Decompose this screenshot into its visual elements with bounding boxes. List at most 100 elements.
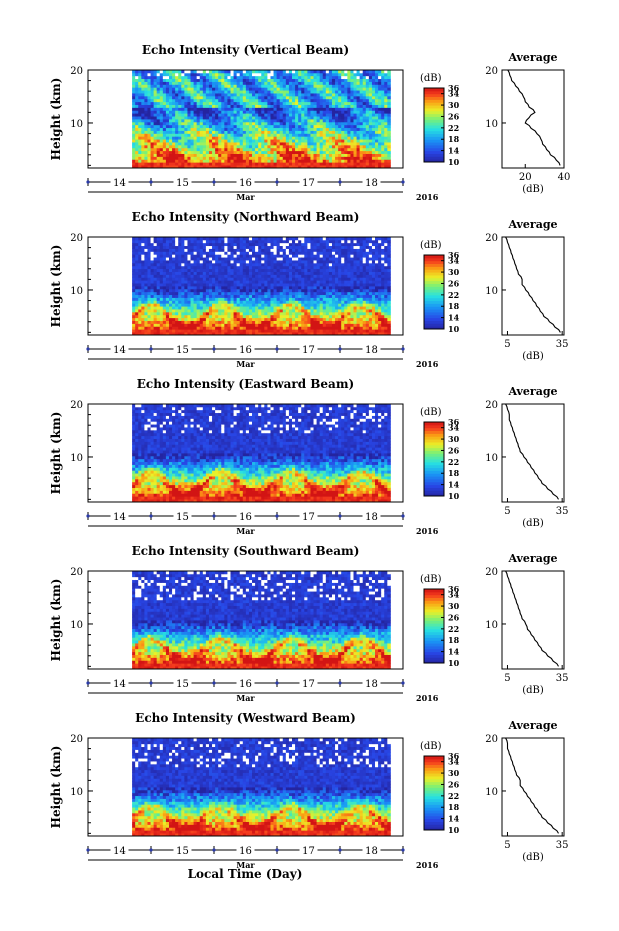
average-y-tick-label: 20: [485, 66, 498, 77]
tick-mask: [110, 510, 129, 522]
average-title: Average: [507, 552, 557, 565]
x-tick-label: 18: [365, 679, 378, 690]
average-profile-line: [505, 403, 559, 500]
average-frame: [501, 403, 565, 503]
tick-mask: [173, 844, 192, 856]
average-x-tick-label: 40: [558, 172, 571, 183]
x-tick-label: 17: [302, 679, 315, 690]
colorbar-tick-label: 30: [448, 434, 460, 444]
colorbar-tick-label: 22: [448, 123, 459, 133]
date-tick-dot: [401, 180, 405, 184]
tick-mask: [299, 343, 318, 355]
x-tick-label: 15: [176, 345, 189, 356]
colorbar-tick-label: 10: [448, 324, 460, 334]
colorbar-tick-label: 36: [448, 584, 460, 594]
y-tick-label: 20: [70, 233, 83, 244]
month-label: Mar: [236, 860, 255, 870]
colorbar-tick-label: 34: [448, 89, 460, 99]
date-tick-dot: [149, 848, 153, 852]
panel-title: Echo Intensity (Southward Beam): [132, 544, 360, 558]
panel-frame: [87, 236, 404, 336]
average-y-tick-label: 10: [485, 787, 498, 798]
average-profile-line: [505, 236, 561, 333]
date-tick-dot: [212, 848, 216, 852]
date-tick-dot: [86, 347, 90, 351]
y-tick-label: 10: [70, 620, 83, 631]
x-tick-label: 14: [113, 178, 126, 189]
colorbar-tick-label: 36: [448, 83, 460, 93]
date-tick-dot: [212, 347, 216, 351]
colorbar-tick-label: 14: [448, 146, 460, 156]
colorbar-unit: (dB): [420, 407, 442, 418]
year-label: 2016: [416, 192, 439, 202]
average-xlabel: (dB): [522, 852, 544, 863]
y-tick-label: 20: [70, 66, 83, 77]
colorbar-tick-label: 30: [448, 768, 460, 778]
panel-frame: [87, 737, 404, 837]
colorbar-tick-label: 26: [448, 278, 460, 288]
panel-title: Echo Intensity (Northward Beam): [132, 210, 360, 224]
heatmap-field: [132, 404, 391, 503]
average-frame: [501, 236, 565, 336]
x-tick-label: 14: [113, 345, 126, 356]
x-tick-label: 16: [239, 512, 252, 523]
colorbar-tick-label: 18: [448, 468, 460, 478]
average-y-tick-label: 20: [485, 734, 498, 745]
colorbar: [424, 255, 444, 330]
x-tick-label: 17: [302, 345, 315, 356]
average-profile-line: [505, 570, 559, 667]
y-axis-label: Height (km): [49, 245, 63, 328]
average-x-tick-label: 5: [504, 339, 510, 350]
colorbar-tick-label: 34: [448, 423, 460, 433]
x-tick-label: 17: [302, 178, 315, 189]
date-tick-dot: [86, 681, 90, 685]
x-tick-label: 15: [176, 512, 189, 523]
colorbar-tick-label: 26: [448, 111, 460, 121]
colorbar-tick-label: 14: [448, 814, 460, 824]
y-axis-label: Height (km): [49, 746, 63, 829]
y-tick-label: 10: [70, 286, 83, 297]
x-tick-label: 17: [302, 846, 315, 857]
x-tick-label: 17: [302, 512, 315, 523]
colorbar-frame: [423, 254, 445, 330]
average-x-tick-label: 20: [519, 172, 532, 183]
tick-mask: [236, 176, 255, 188]
colorbar-unit: (dB): [420, 574, 442, 585]
tick-mask: [110, 343, 129, 355]
date-tick-dot: [275, 848, 279, 852]
date-tick-dot: [338, 347, 342, 351]
tick-mask: [110, 844, 129, 856]
x-tick-label: 18: [365, 345, 378, 356]
colorbar-tick-label: 14: [448, 647, 460, 657]
year-label: 2016: [416, 359, 439, 369]
colorbar-tick-label: 36: [448, 417, 460, 427]
tick-mask: [362, 510, 381, 522]
average-x-tick-label: 35: [556, 339, 569, 350]
colorbar-tick-label: 10: [448, 157, 460, 167]
colorbar-tick-label: 18: [448, 802, 460, 812]
date-tick-dot: [338, 848, 342, 852]
year-label: 2016: [416, 860, 439, 870]
average-title: Average: [507, 218, 557, 231]
x-tick-label: 18: [365, 178, 378, 189]
colorbar-tick-label: 34: [448, 757, 460, 767]
average-x-tick-label: 35: [556, 840, 569, 851]
colorbar-unit: (dB): [420, 240, 442, 251]
date-tick-dot: [338, 180, 342, 184]
average-frame: [501, 69, 565, 169]
average-x-tick-label: 5: [504, 673, 510, 684]
average-y-tick-label: 20: [485, 567, 498, 578]
tick-mask: [173, 510, 192, 522]
y-tick-label: 20: [70, 567, 83, 578]
colorbar-unit: (dB): [420, 73, 442, 84]
year-label: 2016: [416, 526, 439, 536]
colorbar: [424, 589, 444, 664]
colorbar: [424, 756, 444, 831]
panels: Echo Intensity (Vertical Beam) 10 20 Height…: [49, 43, 570, 870]
panel-2: Echo Intensity (Northward Beam) 10 20 Heigh…: [49, 210, 569, 369]
x-tick-label: 16: [239, 679, 252, 690]
date-tick-dot: [275, 347, 279, 351]
average-x-tick-label: 35: [556, 506, 569, 517]
date-tick-dot: [212, 514, 216, 518]
colorbar-tick-label: 18: [448, 635, 460, 645]
